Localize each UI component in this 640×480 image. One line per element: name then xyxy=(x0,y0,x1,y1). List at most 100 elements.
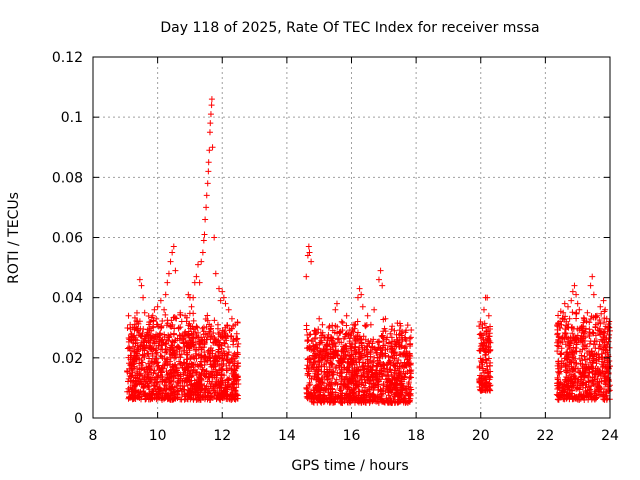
data-point xyxy=(483,324,490,331)
data-point xyxy=(185,343,192,350)
data-point xyxy=(377,267,384,274)
data-point xyxy=(305,243,312,250)
data-point xyxy=(345,358,352,365)
data-point xyxy=(305,389,312,396)
data-point xyxy=(388,398,395,405)
data-point xyxy=(362,387,369,394)
data-point xyxy=(576,396,583,403)
data-point xyxy=(554,396,561,403)
data-point xyxy=(167,381,174,388)
data-point xyxy=(558,321,565,328)
data-point xyxy=(206,129,213,136)
data-point xyxy=(159,318,166,325)
data-point xyxy=(345,381,352,388)
data-point xyxy=(211,372,218,379)
data-point xyxy=(222,300,229,307)
data-point xyxy=(365,392,372,399)
data-point xyxy=(352,384,359,391)
data-point xyxy=(176,332,183,339)
y-tick-label: 0 xyxy=(74,411,83,427)
data-point xyxy=(211,385,218,392)
data-point xyxy=(408,326,415,333)
data-point xyxy=(393,390,400,397)
data-point xyxy=(573,339,580,346)
data-point xyxy=(176,378,183,385)
data-point xyxy=(555,343,562,350)
data-point xyxy=(601,355,608,362)
data-point xyxy=(230,372,237,379)
data-point xyxy=(479,365,486,372)
data-point xyxy=(202,354,209,361)
data-point xyxy=(146,345,153,352)
data-point xyxy=(136,276,143,283)
data-point xyxy=(174,387,181,394)
data-point xyxy=(133,309,140,316)
data-point xyxy=(561,300,568,307)
data-point xyxy=(399,362,406,369)
data-points xyxy=(124,96,613,406)
data-point xyxy=(153,345,160,352)
data-point xyxy=(487,339,494,346)
data-point xyxy=(387,395,394,402)
data-point xyxy=(569,288,576,295)
data-point xyxy=(151,383,158,390)
data-point xyxy=(557,324,564,331)
data-point xyxy=(318,398,325,405)
data-point xyxy=(340,343,347,350)
data-point xyxy=(388,373,395,380)
data-point xyxy=(368,381,375,388)
data-point xyxy=(333,376,340,383)
data-point xyxy=(138,282,145,289)
data-point xyxy=(344,379,351,386)
data-point xyxy=(201,338,208,345)
data-point xyxy=(336,372,343,379)
data-point xyxy=(483,360,490,367)
data-point xyxy=(570,344,577,351)
data-point xyxy=(580,369,587,376)
data-point xyxy=(206,370,213,377)
data-point xyxy=(351,399,358,406)
data-point xyxy=(364,373,371,380)
data-point xyxy=(162,386,169,393)
data-point xyxy=(310,395,317,402)
data-point xyxy=(332,306,339,313)
data-point xyxy=(555,358,562,365)
data-point xyxy=(173,383,180,390)
data-point xyxy=(571,282,578,289)
data-point xyxy=(330,398,337,405)
data-point xyxy=(388,326,395,333)
data-point xyxy=(185,364,192,371)
data-point xyxy=(400,382,407,389)
data-point xyxy=(132,324,139,331)
data-point xyxy=(486,387,493,394)
data-point xyxy=(163,356,170,363)
data-point xyxy=(359,363,366,370)
data-point xyxy=(144,332,151,339)
data-point xyxy=(595,345,602,352)
data-point xyxy=(218,366,225,373)
data-point xyxy=(580,393,587,400)
data-point xyxy=(149,312,156,319)
data-point xyxy=(146,342,153,349)
data-point xyxy=(165,385,172,392)
data-point xyxy=(597,303,604,310)
data-point xyxy=(216,329,223,336)
data-point xyxy=(334,336,341,343)
data-point xyxy=(365,386,372,393)
data-point xyxy=(364,362,371,369)
data-point xyxy=(208,380,215,387)
data-point xyxy=(581,315,588,322)
data-point xyxy=(601,359,608,366)
data-point xyxy=(145,338,152,345)
data-point xyxy=(219,355,226,362)
data-point xyxy=(206,352,213,359)
data-point xyxy=(379,282,386,289)
data-point xyxy=(555,336,562,343)
data-point xyxy=(597,320,604,327)
data-point xyxy=(597,371,604,378)
data-point xyxy=(311,389,318,396)
data-point xyxy=(214,321,221,328)
data-point xyxy=(331,340,338,347)
data-point xyxy=(340,376,347,383)
